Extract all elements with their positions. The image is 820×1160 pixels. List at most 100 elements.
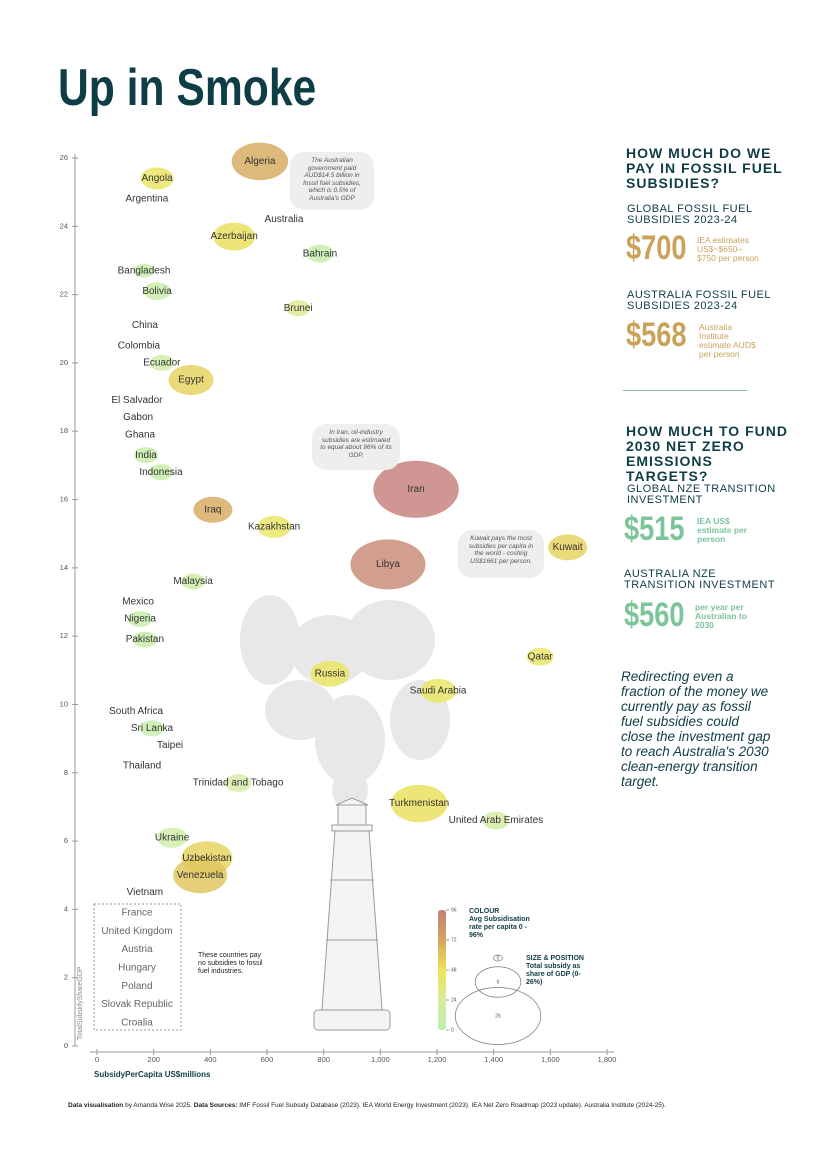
footer: Data visualisation by Amanda Wise 2025. … xyxy=(68,1102,666,1109)
y-tick-label: 22 xyxy=(60,290,68,299)
lamp-room xyxy=(337,804,367,826)
y-tick-label: 4 xyxy=(64,904,68,913)
y-tick-label: 24 xyxy=(60,221,68,230)
bubble xyxy=(140,167,174,190)
y-tick-label: 2 xyxy=(64,973,68,982)
smoke-puff xyxy=(315,695,385,785)
stat-label: AUSTRALIA FOSSIL FUEL SUBSIDIES 2023-24 xyxy=(627,289,771,312)
bubble xyxy=(193,496,233,523)
size-legend-shape xyxy=(493,954,503,962)
no-subsidy-country: United Kingdom xyxy=(101,926,172,937)
x-tick-label: 1,200 xyxy=(428,1055,447,1064)
legend-title: SIZE & POSITION xyxy=(526,955,584,962)
lighthouse xyxy=(313,797,391,1031)
country-label: Sri Lanka xyxy=(131,723,174,734)
bubble xyxy=(286,300,311,317)
stat-value: $568 xyxy=(626,316,687,354)
no-subsidy-country: Austria xyxy=(121,944,153,955)
legend-text: Total subsidy as share of GDP (0-26%) xyxy=(526,963,581,986)
bubble xyxy=(548,534,588,561)
country-label: Malaysia xyxy=(173,576,213,587)
country-label: Vietnam xyxy=(127,887,164,898)
size-legend-label: 6 xyxy=(497,979,500,985)
y-tick-label: 6 xyxy=(64,836,68,845)
page-title: Up in Smoke xyxy=(58,59,317,117)
y-tick-label: 18 xyxy=(60,426,68,435)
country-label: China xyxy=(132,320,159,331)
stat-label: GLOBAL NZE TRANSITION INVESTMENT xyxy=(627,483,776,506)
smoke-puff xyxy=(332,770,368,810)
bubble xyxy=(526,647,554,666)
annotation: The Australian government paid AUD$14.5 … xyxy=(290,152,374,210)
country-label: Algeria xyxy=(244,156,276,167)
country-label: Colombia xyxy=(118,340,161,351)
tower xyxy=(321,830,383,1011)
country-label: United Arab Emirates xyxy=(449,815,544,826)
no-subsidy-country: Slovak Republic xyxy=(101,999,173,1010)
heading: HOW MUCH DO WE PAY IN FOSSIL FUEL SUBSID… xyxy=(626,145,783,191)
x-tick-label: 1,800 xyxy=(598,1055,617,1064)
bubble xyxy=(257,515,291,538)
country-label: Iran xyxy=(407,484,424,495)
bubble xyxy=(168,364,214,396)
y-tick-label: 20 xyxy=(60,358,68,367)
legend-title: COLOUR xyxy=(469,908,500,915)
stat-note: IEA estimates US$~$650–$750 per person xyxy=(697,235,759,263)
country-label: Ecuador xyxy=(143,358,181,369)
bubble xyxy=(310,660,350,687)
stat-value: $515 xyxy=(624,510,685,548)
country-label: Venezuela xyxy=(177,870,224,881)
annotation: Kuwait pays the most subsidies per capit… xyxy=(458,530,544,578)
no-subsidy-country: Poland xyxy=(121,981,152,992)
x-tick-label: 0 xyxy=(95,1055,99,1064)
footer-label: Data visualisation xyxy=(68,1102,124,1109)
smoke-puff xyxy=(345,600,435,680)
bubble xyxy=(373,460,459,518)
y-tick-label: 26 xyxy=(60,153,68,162)
country-label: Bahrain xyxy=(303,248,337,259)
bubble xyxy=(139,720,164,737)
country-label: Nigeria xyxy=(124,614,156,625)
no-subsidy-country: Hungary xyxy=(118,963,156,974)
legend-text: Avg Subsidisation rate per capita 0 - 96… xyxy=(469,916,530,939)
country-label: South Africa xyxy=(109,706,163,717)
bubble xyxy=(420,678,457,703)
country-label: Azerbaijan xyxy=(211,231,258,242)
country-label: Taipei xyxy=(157,740,183,751)
bubble xyxy=(482,811,510,830)
size-legend-label: 0 xyxy=(497,955,500,961)
bubble xyxy=(173,857,228,894)
country-label: Bolivia xyxy=(142,286,172,297)
country-label: Uzbekistan xyxy=(182,853,231,864)
country-label: Brunei xyxy=(284,303,313,314)
x-axis-title: SubsidyPerCapita US$millions xyxy=(94,1070,211,1079)
quote: Redirecting even a fraction of the money… xyxy=(621,669,771,789)
country-label: Pakistan xyxy=(126,634,164,645)
bubble xyxy=(156,827,188,848)
country-label: Kazakhstan xyxy=(248,522,300,533)
country-label: Russia xyxy=(315,668,346,679)
x-tick-label: 1,000 xyxy=(371,1055,390,1064)
stat-note: IEA US$ estimate per person xyxy=(697,516,748,544)
country-label: Gabon xyxy=(123,412,153,423)
country-label: Turkmenistan xyxy=(389,798,449,809)
x-tick-label: 800 xyxy=(317,1055,330,1064)
y-tick-label: 10 xyxy=(60,699,68,708)
colorbar-label: 24 xyxy=(451,997,457,1003)
y-axis-title: TotalSubsidyShareGDP xyxy=(77,966,84,1040)
bubble xyxy=(149,354,174,371)
colorbar-label: 0 xyxy=(451,1027,454,1033)
bubble xyxy=(143,282,171,301)
y-tick-label: 8 xyxy=(64,768,68,777)
x-tick-label: 1,400 xyxy=(484,1055,503,1064)
bubble xyxy=(306,244,334,263)
bubble xyxy=(224,774,252,792)
x-tick-label: 1,600 xyxy=(541,1055,560,1064)
country-label: Egypt xyxy=(178,375,204,386)
country-label: India xyxy=(135,450,157,461)
y-tick-label: 0 xyxy=(64,1041,68,1050)
country-label: Mexico xyxy=(122,597,154,608)
bubble xyxy=(134,447,159,464)
stat-label: AUSTRALIA NZE TRANSITION INVESTMENT xyxy=(624,568,776,591)
footer-label: Data Sources: xyxy=(193,1102,238,1109)
